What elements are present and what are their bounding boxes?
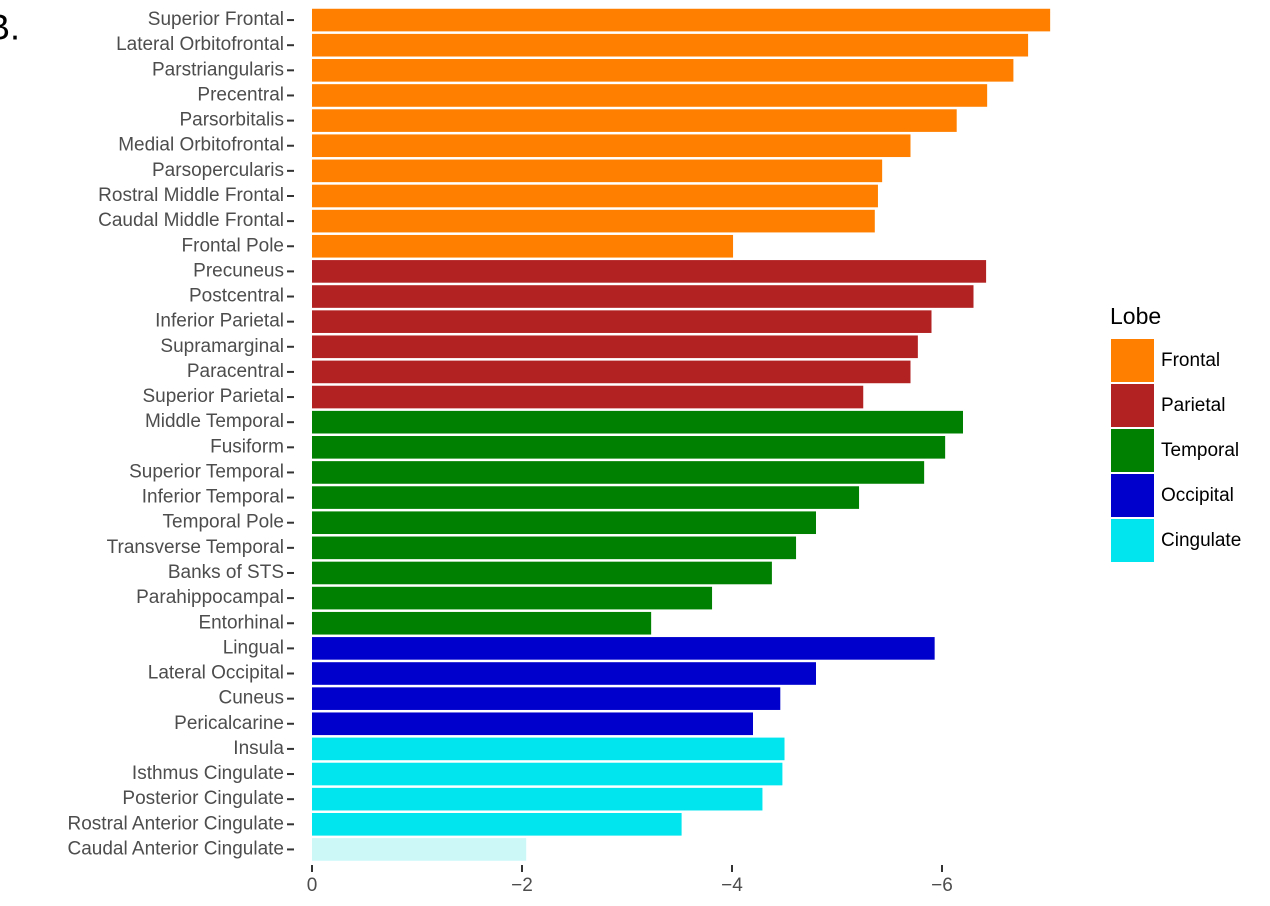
legend-label: Parietal xyxy=(1161,395,1225,416)
y-tick-label: Temporal Pole xyxy=(163,512,284,533)
y-tick-label: Precentral xyxy=(197,84,284,105)
bar xyxy=(312,134,911,158)
bar xyxy=(312,586,713,610)
y-tick-label: Pericalcarine xyxy=(174,713,284,734)
y-tick-label: Banks of STS xyxy=(168,562,284,583)
y-tick-label: Entorhinal xyxy=(198,612,284,633)
y-tick-label: Lateral Orbitofrontal xyxy=(116,34,284,55)
x-tick-label: −2 xyxy=(511,875,533,896)
bar xyxy=(312,410,963,434)
bar xyxy=(312,511,816,535)
y-tick-label: Frontal Pole xyxy=(182,235,284,256)
y-tick-label: Parsorbitalis xyxy=(179,110,284,131)
y-tick-label: Rostral Anterior Cingulate xyxy=(68,813,285,834)
y-tick-label: Parahippocampal xyxy=(136,587,284,608)
legend-title: Lobe xyxy=(1110,303,1161,329)
y-tick-label: Inferior Temporal xyxy=(142,487,284,508)
bar xyxy=(312,486,860,509)
legend-label: Occipital xyxy=(1161,485,1234,506)
bar xyxy=(312,737,785,761)
y-tick-label: Superior Parietal xyxy=(142,386,284,407)
panel-label: B. xyxy=(0,7,20,48)
bar xyxy=(312,385,864,409)
bar xyxy=(312,461,925,484)
x-tick-label: −6 xyxy=(931,875,953,896)
bar xyxy=(312,838,527,861)
legend-key xyxy=(1111,339,1154,382)
x-tick-label: −4 xyxy=(721,875,743,896)
y-tick-label: Lingual xyxy=(223,637,284,658)
y-tick-label: Fusiform xyxy=(210,436,284,457)
y-tick-label: Medial Orbitofrontal xyxy=(118,135,284,156)
y-tick-label: Supramarginal xyxy=(160,336,284,357)
legend-label: Frontal xyxy=(1161,350,1220,371)
bar xyxy=(312,812,682,836)
bar xyxy=(312,436,946,459)
y-tick-label: Insula xyxy=(233,738,284,759)
bar xyxy=(312,209,875,233)
bar xyxy=(312,687,781,710)
y-tick-label: Precuneus xyxy=(193,260,284,281)
legend-key xyxy=(1111,429,1154,472)
bar xyxy=(312,762,783,786)
bar xyxy=(312,561,772,585)
y-tick-label: Inferior Parietal xyxy=(155,311,284,332)
legend-label: Temporal xyxy=(1161,440,1239,461)
bar xyxy=(312,536,797,560)
y-tick-label: Superior Frontal xyxy=(148,9,284,30)
bar xyxy=(312,159,883,183)
legend-key xyxy=(1111,474,1154,517)
y-tick-label: Caudal Middle Frontal xyxy=(98,210,284,231)
bar xyxy=(312,335,918,359)
y-tick-label: Parsopercularis xyxy=(152,160,284,181)
bar xyxy=(312,360,911,384)
bar xyxy=(312,184,878,208)
y-tick-label: Middle Temporal xyxy=(145,411,284,432)
y-tick-label: Caudal Anterior Cingulate xyxy=(67,838,284,859)
legend-key xyxy=(1111,384,1154,427)
bar xyxy=(312,712,753,736)
bar xyxy=(312,234,734,258)
bar xyxy=(312,310,932,333)
legend-key xyxy=(1111,519,1154,562)
y-tick-label: Posterior Cingulate xyxy=(122,788,284,809)
y-tick-label: Lateral Occipital xyxy=(148,663,284,684)
bar xyxy=(312,8,1051,32)
bar xyxy=(312,84,988,107)
bar xyxy=(312,662,816,685)
y-tick-label: Postcentral xyxy=(189,286,284,307)
bar xyxy=(312,637,935,660)
legend-label: Cingulate xyxy=(1161,530,1241,551)
x-tick-label: 0 xyxy=(307,875,318,896)
bar xyxy=(312,109,957,132)
y-tick-label: Rostral Middle Frontal xyxy=(98,185,284,206)
y-tick-label: Cuneus xyxy=(219,688,285,709)
bar xyxy=(312,611,652,635)
bar xyxy=(312,59,1014,82)
bar xyxy=(312,285,974,308)
y-tick-label: Superior Temporal xyxy=(129,461,284,482)
y-tick-label: Paracentral xyxy=(187,361,284,382)
bar xyxy=(312,33,1029,57)
y-tick-label: Parstriangularis xyxy=(152,59,284,80)
y-tick-label: Transverse Temporal xyxy=(107,537,284,558)
bar xyxy=(312,787,763,811)
y-tick-label: Isthmus Cingulate xyxy=(132,763,284,784)
bar xyxy=(312,260,987,283)
